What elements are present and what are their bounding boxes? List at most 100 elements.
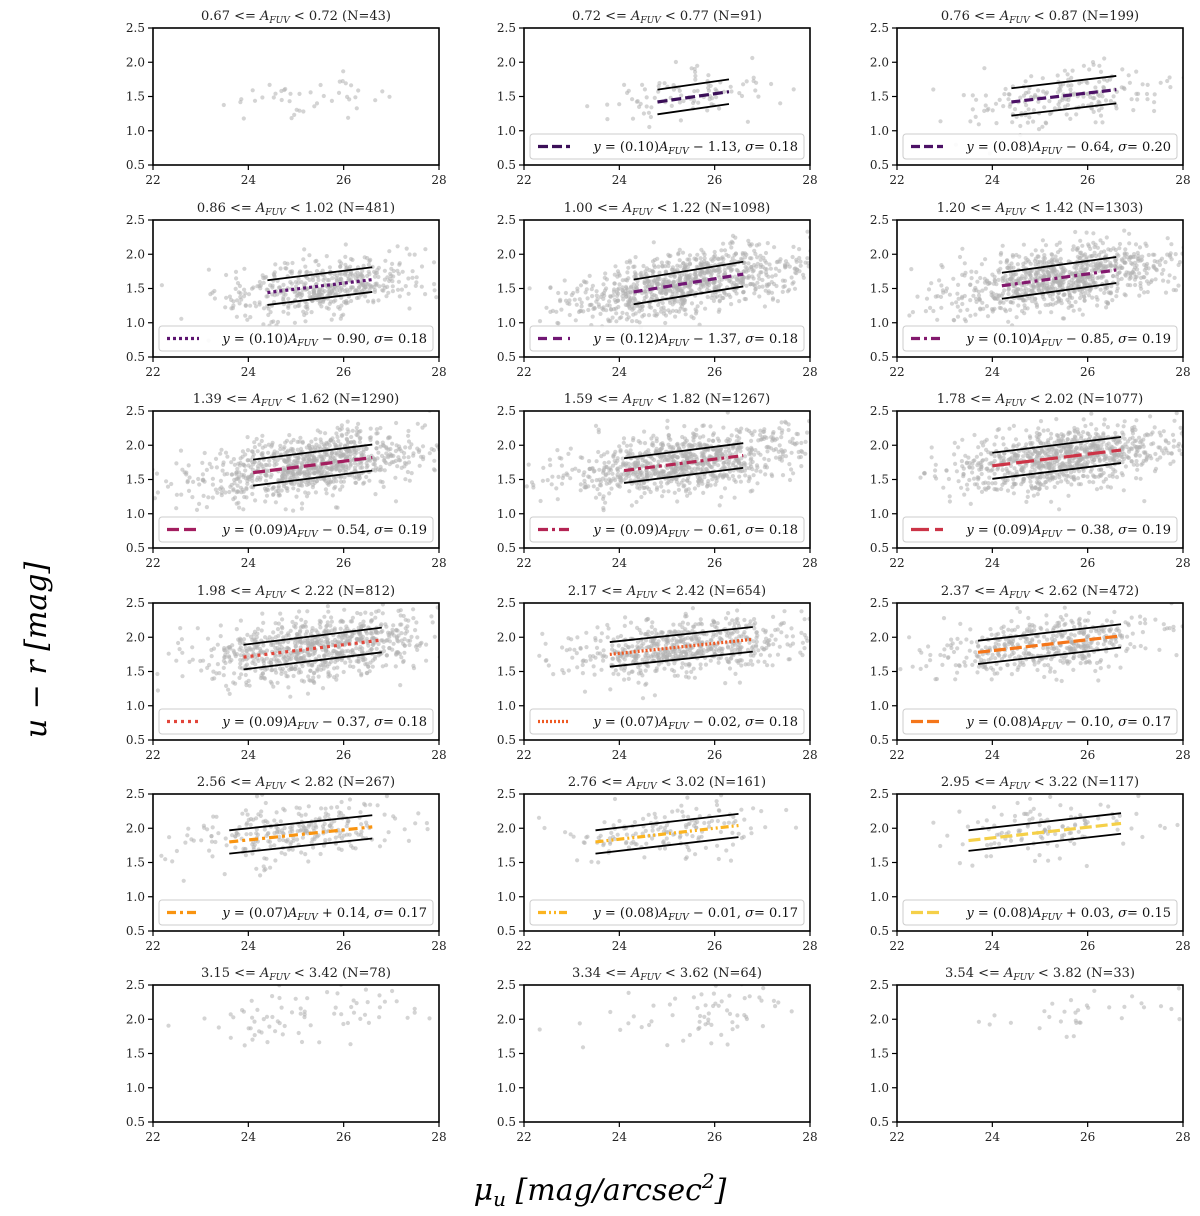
panel-title: 0.76 <= AFUV < 0.87 (N=199) bbox=[941, 9, 1139, 26]
scatter-point bbox=[1168, 85, 1173, 90]
y-tick-label: 0.5 bbox=[126, 541, 145, 555]
y-tick-label: 0.5 bbox=[870, 350, 889, 364]
scatter-point bbox=[1062, 292, 1067, 297]
scatter-point bbox=[630, 116, 636, 121]
scatter-point bbox=[1170, 432, 1176, 437]
scatter-point bbox=[338, 475, 343, 480]
scatter-point bbox=[281, 309, 286, 314]
scatter-point bbox=[568, 476, 573, 481]
y-tick-label: 1.5 bbox=[126, 473, 145, 487]
scatter-point bbox=[308, 446, 313, 451]
scatter-point bbox=[185, 478, 190, 484]
scatter-point bbox=[787, 439, 793, 444]
scatter-point bbox=[390, 289, 395, 294]
scatter-point bbox=[1146, 252, 1151, 258]
scatter-point bbox=[660, 264, 665, 269]
scatter-point bbox=[978, 275, 983, 281]
scatter-point bbox=[232, 462, 237, 467]
scatter-point bbox=[276, 491, 281, 496]
scatter-point bbox=[389, 453, 394, 458]
scatter-point bbox=[1003, 309, 1009, 314]
scatter-point bbox=[705, 108, 710, 113]
scatter-point bbox=[253, 304, 259, 309]
scatter-point bbox=[989, 293, 994, 298]
scatter-point bbox=[1189, 445, 1193, 449]
scatter-point bbox=[355, 433, 360, 438]
scatter-point bbox=[1065, 72, 1070, 77]
scatter-point bbox=[575, 289, 580, 294]
scatter-point bbox=[748, 256, 753, 261]
scatter-point bbox=[651, 471, 656, 476]
scatter-point bbox=[356, 446, 361, 451]
scatter-point bbox=[836, 453, 840, 457]
scatter-point bbox=[409, 442, 414, 447]
scatter-point bbox=[529, 480, 535, 485]
panel-title: 1.59 <= AFUV < 1.82 (N=1267) bbox=[564, 392, 770, 409]
panel-title: 0.86 <= AFUV < 1.02 (N=481) bbox=[197, 201, 395, 218]
scatter-point bbox=[273, 91, 278, 96]
scatter-point bbox=[617, 444, 622, 449]
scatter-point bbox=[692, 453, 697, 458]
scatter-point bbox=[1067, 280, 1072, 285]
scatter-point bbox=[770, 296, 776, 301]
scatter-point bbox=[749, 447, 754, 452]
scatter-point bbox=[288, 91, 293, 96]
scatter-point bbox=[432, 282, 437, 287]
scatter-point bbox=[264, 463, 269, 468]
panel-title: 1.20 <= AFUV < 1.42 (N=1303) bbox=[937, 201, 1143, 218]
scatter-point bbox=[711, 438, 716, 443]
scatter-point bbox=[617, 102, 622, 107]
scatter-point bbox=[753, 251, 758, 256]
scatter-point bbox=[1134, 69, 1139, 74]
scatter-point bbox=[1042, 256, 1048, 261]
scatter-point bbox=[762, 304, 768, 309]
scatter-point bbox=[679, 273, 684, 278]
scatter-point bbox=[746, 275, 751, 280]
scatter-point bbox=[745, 446, 750, 451]
scatter-point bbox=[695, 304, 700, 309]
scatter-point bbox=[332, 486, 337, 491]
scatter-point bbox=[773, 273, 778, 278]
scatter-point bbox=[321, 298, 326, 303]
scatter-point bbox=[235, 476, 240, 481]
scatter-point bbox=[321, 93, 326, 99]
scatter-point bbox=[281, 467, 286, 472]
scatter-point bbox=[949, 301, 955, 306]
scatter-point bbox=[841, 261, 845, 265]
scatter-point bbox=[738, 469, 743, 474]
scatter-point bbox=[358, 429, 363, 434]
scatter-point bbox=[1054, 417, 1059, 422]
scatter-point bbox=[1006, 291, 1011, 297]
scatter-point bbox=[1043, 243, 1049, 248]
scatter-point bbox=[651, 433, 656, 438]
scatter-point bbox=[845, 256, 849, 260]
scatter-point bbox=[673, 314, 678, 319]
scatter-point bbox=[812, 262, 816, 266]
scatter-points bbox=[907, 228, 1183, 335]
scatter-point bbox=[364, 474, 369, 480]
scatter-point bbox=[1041, 89, 1046, 94]
scatter-point bbox=[283, 440, 288, 445]
legend: y = (0.10)AFUV − 0.90, σ= 0.18 bbox=[158, 325, 434, 352]
scatter-point bbox=[1055, 90, 1060, 95]
scatter-point bbox=[624, 475, 629, 481]
scatter-point bbox=[730, 233, 736, 238]
scatter-point bbox=[656, 89, 661, 94]
panel-4: 0.86 <= AFUV < 1.02 (N=481) y = (0.10)AFU… bbox=[126, 201, 447, 379]
scatter-point bbox=[342, 475, 347, 480]
scatter-point bbox=[223, 450, 229, 455]
scatter-point bbox=[719, 494, 724, 500]
scatter-point bbox=[1117, 241, 1123, 247]
scatter-point bbox=[406, 460, 412, 465]
scatter-point bbox=[620, 310, 625, 315]
scatter-point bbox=[376, 265, 381, 270]
scatter-point bbox=[597, 467, 602, 472]
scatter-point bbox=[593, 495, 599, 500]
scatter-point bbox=[620, 285, 625, 290]
scatter-point bbox=[1021, 261, 1026, 266]
scatter-point bbox=[1018, 287, 1023, 292]
scatter-point bbox=[701, 490, 706, 495]
scatter-point bbox=[1091, 231, 1096, 236]
scatter-point bbox=[803, 260, 808, 265]
scatter-point bbox=[823, 278, 827, 282]
